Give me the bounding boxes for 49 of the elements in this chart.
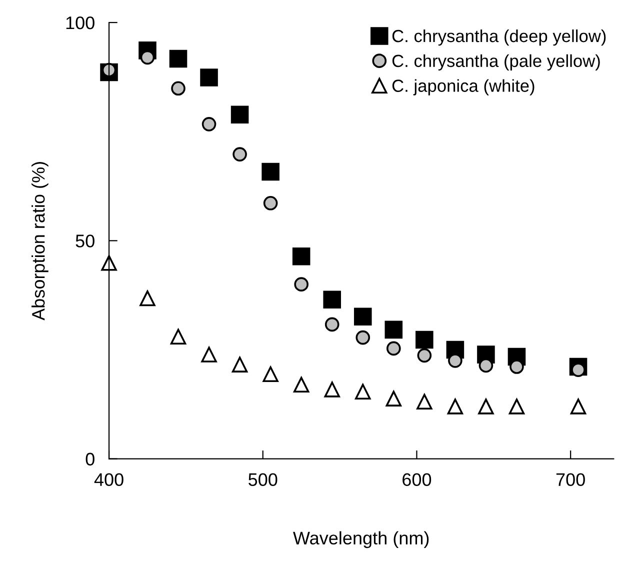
point: [262, 162, 280, 181]
point: [170, 328, 186, 345]
x-tick-label: 700: [556, 473, 585, 486]
point: [386, 341, 401, 356]
point: [323, 290, 341, 308]
point: [324, 317, 340, 332]
point: [171, 81, 186, 96]
point: [140, 290, 156, 306]
x-tick-label: 600: [402, 473, 432, 486]
legend-label: C. japonica (white): [392, 79, 534, 96]
point: [292, 248, 310, 266]
point: [386, 390, 402, 406]
x-axis-title: Wavelength (nm): [293, 531, 429, 548]
point: [101, 255, 117, 271]
point: [570, 398, 586, 414]
y-tick-label: 50: [76, 234, 94, 248]
point: [478, 358, 494, 373]
y-tick-label: 0: [86, 452, 94, 466]
point: [384, 320, 403, 339]
y-tick-label: 100: [66, 16, 94, 30]
point: [293, 376, 310, 393]
point: [478, 398, 494, 414]
point: [448, 354, 462, 368]
point: [324, 382, 340, 398]
y-axis-title: Absorption ratio (%): [32, 162, 48, 320]
point: [262, 366, 278, 382]
point: [200, 68, 218, 86]
point: [355, 384, 371, 400]
legend-label: C. chrysantha (deep yellow): [392, 29, 606, 46]
point: [202, 117, 216, 132]
point: [354, 308, 372, 326]
point: [232, 147, 247, 162]
point: [510, 360, 524, 374]
point: [294, 277, 308, 292]
point: [416, 394, 432, 410]
point: [140, 50, 155, 65]
point: [416, 330, 434, 349]
point: [447, 398, 464, 414]
legend-label: C. chrysantha (pale yellow): [392, 54, 600, 71]
x-tick-label: 400: [94, 473, 124, 486]
x-tick-label: 500: [248, 473, 278, 486]
point: [417, 348, 432, 363]
point: [508, 398, 525, 414]
point: [232, 356, 248, 372]
point: [356, 330, 370, 345]
point: [263, 196, 278, 210]
point: [169, 50, 188, 68]
point: [230, 106, 249, 124]
point: [201, 346, 217, 362]
